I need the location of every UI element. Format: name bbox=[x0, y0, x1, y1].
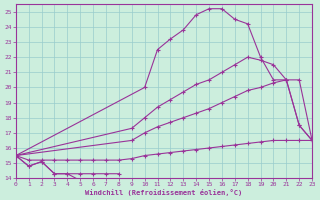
X-axis label: Windchill (Refroidissement éolien,°C): Windchill (Refroidissement éolien,°C) bbox=[85, 189, 243, 196]
